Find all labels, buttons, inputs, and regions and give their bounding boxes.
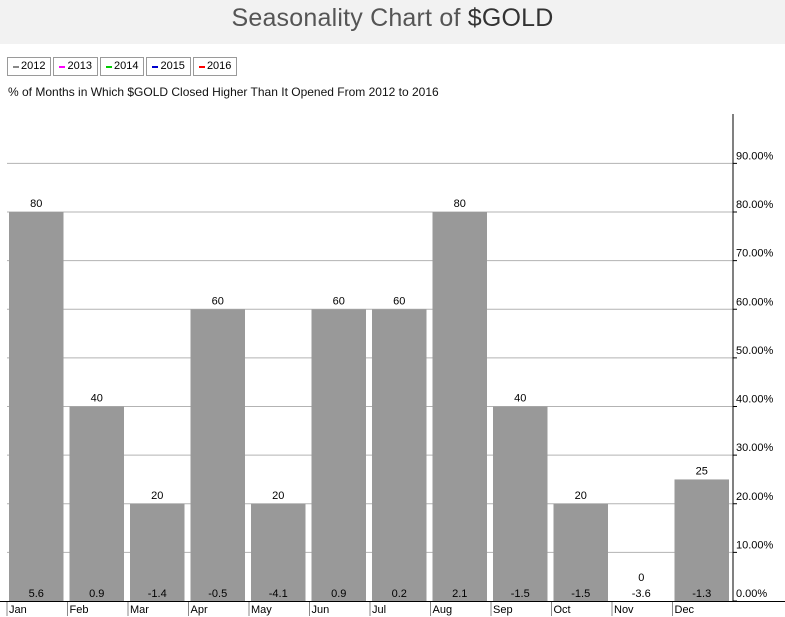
y-tick-label: 30.00%: [736, 442, 774, 454]
x-tick-label: Apr: [191, 604, 208, 616]
bar-value-label: 20: [151, 490, 163, 502]
legend-swatch: [198, 65, 205, 68]
legend-item-2012[interactable]: 2012: [7, 57, 52, 76]
legend-item-2013[interactable]: 2013: [53, 57, 98, 76]
x-tick-label: Nov: [614, 604, 634, 616]
bar-value-label: 25: [696, 465, 708, 477]
x-tick-label: Aug: [433, 604, 453, 616]
bar: [493, 406, 548, 601]
x-tick-label: Mar: [130, 604, 149, 616]
y-tick-label: 60.00%: [736, 296, 774, 308]
page-title: Seasonality Chart of $GOLD: [231, 4, 554, 32]
x-tick-label: Sep: [493, 604, 513, 616]
x-tick-label: Dec: [675, 604, 695, 616]
bar-value-label: 20: [575, 490, 587, 502]
bar-bottom-label: -4.1: [269, 588, 288, 600]
legend-label: 2012: [21, 60, 46, 72]
bar-value-label: 60: [212, 295, 224, 307]
x-tick-label: Feb: [70, 604, 89, 616]
bar-value-label: 20: [272, 490, 284, 502]
y-tick-label: 0.00%: [736, 588, 767, 600]
legend-item-2014[interactable]: 2014: [99, 57, 145, 76]
bar: [553, 503, 608, 601]
bar-value-label: 60: [393, 295, 405, 307]
y-tick-label: 90.00%: [736, 150, 774, 162]
legend-label: 2015: [160, 60, 185, 72]
legend-label: 2016: [206, 60, 232, 72]
y-tick-label: 20.00%: [736, 491, 774, 503]
bar-bottom-label: -1.3: [692, 588, 711, 600]
bar-bottom-label: 5.6: [29, 588, 44, 600]
y-tick-label: 50.00%: [736, 345, 774, 357]
bar-bottom-label: -1.5: [571, 588, 590, 600]
bar: [674, 479, 729, 601]
bar: [9, 212, 64, 601]
bar: [432, 212, 487, 601]
bar-value-label: 0: [638, 572, 644, 584]
legend-item-2016[interactable]: 2016: [192, 57, 238, 76]
bar: [311, 309, 366, 601]
y-tick-label: 40.00%: [736, 394, 774, 406]
chart-subtitle: % of Months in Which $GOLD Closed Higher…: [8, 85, 439, 99]
bar-bottom-label: 0.9: [89, 588, 104, 600]
bar-bottom-label: -3.6: [632, 588, 651, 600]
x-tick-label: Oct: [554, 604, 571, 616]
bar: [190, 309, 245, 601]
legend-swatch: [152, 65, 159, 68]
bar-bottom-label: -1.5: [511, 588, 530, 600]
legend-swatch: [59, 65, 66, 68]
bar-value-label: 40: [91, 393, 103, 405]
legend-swatch: [105, 65, 112, 68]
bar: [130, 503, 185, 601]
bar: [251, 503, 306, 601]
bar: [69, 406, 124, 601]
bar: [372, 309, 427, 601]
x-tick-label: Jan: [9, 604, 27, 616]
x-tick-label: May: [251, 604, 272, 616]
y-tick-label: 70.00%: [736, 248, 774, 260]
bar-bottom-label: -1.4: [148, 588, 167, 600]
bar-bottom-label: 0.9: [331, 588, 346, 600]
bar-value-label: 60: [333, 295, 345, 307]
bar-value-label: 80: [454, 198, 466, 210]
bar-value-label: 80: [30, 198, 42, 210]
bar-bottom-label: -0.5: [208, 588, 227, 600]
legend-label: 2014: [113, 60, 139, 72]
y-tick-label: 10.00%: [736, 539, 774, 551]
legend: 2012 2013 2014 2015 2016: [7, 57, 239, 76]
legend-swatch: [13, 65, 19, 68]
y-tick-label: 80.00%: [736, 199, 774, 211]
x-tick-label: Jun: [312, 604, 330, 616]
legend-item-2015[interactable]: 2015: [146, 57, 191, 76]
bar-value-label: 40: [514, 393, 526, 405]
x-tick-label: Jul: [372, 604, 386, 616]
bar-bottom-label: 0.2: [392, 588, 407, 600]
title-bar: Seasonality Chart of $GOLD: [0, 0, 785, 44]
legend-label: 2013: [67, 60, 92, 72]
bar-bottom-label: 2.1: [452, 588, 467, 600]
